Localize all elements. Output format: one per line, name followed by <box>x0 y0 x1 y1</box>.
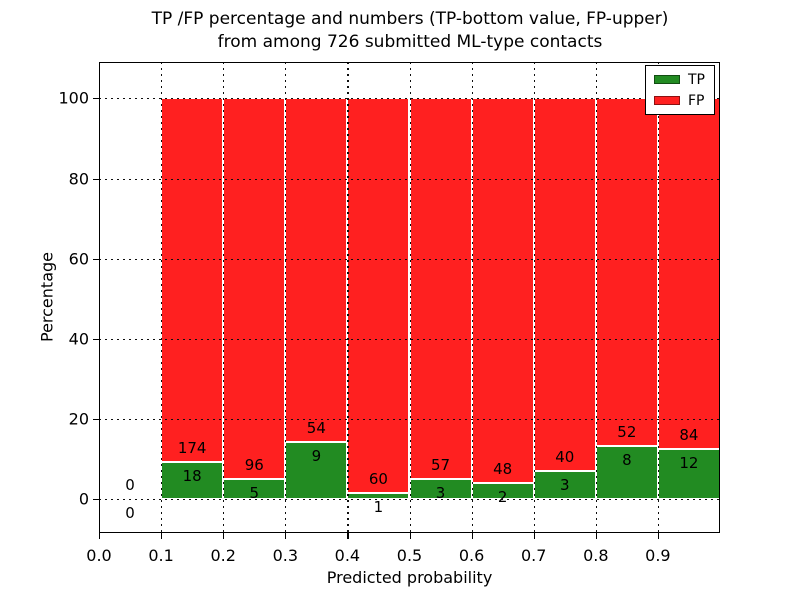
bar-segment-tp <box>595 445 658 500</box>
bar-count-fp: 52 <box>617 422 637 441</box>
bar-count-fp: 174 <box>177 438 207 457</box>
grid-line-vertical <box>471 62 473 533</box>
y-tick-mark <box>93 178 99 180</box>
y-tick-mark <box>93 98 99 100</box>
bar-count-tp: 3 <box>435 484 446 503</box>
y-tick-mark <box>93 338 99 341</box>
bar-segment-fp <box>409 98 472 480</box>
bar-count-tp: 5 <box>249 484 260 503</box>
y-tick-label: 80 <box>68 169 89 188</box>
x-tick-label: 0.5 <box>396 546 423 565</box>
grid-line-vertical <box>347 62 349 533</box>
chart-title: TP /FP percentage and numbers (TP-bottom… <box>99 8 721 54</box>
legend-label-fp: FP <box>688 92 705 109</box>
grid-line-vertical <box>595 62 597 533</box>
bar-count-tp: 18 <box>182 466 202 485</box>
x-tick-mark <box>347 533 349 539</box>
bar-count-fp: 96 <box>244 456 264 475</box>
x-tick-label: 0.0 <box>86 546 112 565</box>
x-tick-mark <box>285 533 287 539</box>
legend-item-tp: TP <box>654 72 714 88</box>
y-tick-label: 100 <box>58 88 89 108</box>
x-tick-mark <box>409 533 411 539</box>
grid-line-vertical <box>223 62 225 533</box>
y-tick-label: 60 <box>68 249 89 269</box>
y-tick-mark <box>93 258 99 260</box>
bar-segment-fp <box>595 98 658 446</box>
legend-label-tp: TP <box>688 71 705 88</box>
bar-count-tp: 3 <box>559 476 570 495</box>
x-tick-mark <box>657 533 660 539</box>
x-tick-label: 0.2 <box>210 546 236 565</box>
bar-segment-fp <box>657 98 720 450</box>
x-tick-mark <box>223 533 225 539</box>
bar-count-fp: 57 <box>431 456 451 475</box>
bar-count-tp: 9 <box>311 447 322 465</box>
legend-swatch-tp <box>654 75 680 84</box>
y-axis-label: Percentage <box>37 251 57 343</box>
bar-count-fp: 40 <box>555 448 575 467</box>
bar-count-fp: 54 <box>306 419 326 437</box>
chart-title-line2: from among 726 submitted ML-type contact… <box>217 32 603 52</box>
y-tick-label: 0 <box>78 489 89 509</box>
bar-count-tp: 2 <box>497 488 508 507</box>
bar-count-fp: 84 <box>679 426 699 445</box>
grid-line-vertical <box>409 62 411 533</box>
bar-segment-fp <box>347 98 410 493</box>
bar-segment-fp <box>161 98 224 462</box>
chart-title-line1: TP /FP percentage and numbers (TP-bottom… <box>151 9 669 29</box>
bar-count-tp: 12 <box>679 454 699 473</box>
x-tick-label: 0.1 <box>148 546 174 565</box>
grid-line-vertical <box>285 62 287 533</box>
x-tick-mark <box>595 533 597 539</box>
bar-count-tp: 0 <box>125 504 135 523</box>
bar-count-fp: 48 <box>493 460 513 479</box>
bar-count-tp: 1 <box>373 497 384 516</box>
x-tick-label: 0.6 <box>458 546 485 565</box>
y-tick-label: 20 <box>68 409 89 429</box>
x-tick-mark <box>471 533 473 539</box>
bar-segment-fp <box>285 98 348 442</box>
legend-item-fp: FP <box>654 93 714 109</box>
bar-segment-fp <box>471 98 534 484</box>
bar-segment-fp <box>223 98 286 480</box>
x-tick-mark <box>533 533 535 539</box>
bar-count-tp: 8 <box>622 450 632 469</box>
legend: TP FP <box>645 65 715 115</box>
x-tick-label: 0.4 <box>334 546 361 565</box>
x-tick-label: 0.7 <box>520 546 547 565</box>
legend-swatch-fp <box>654 96 680 105</box>
y-tick-mark <box>93 419 99 421</box>
grid-line-vertical <box>657 62 660 533</box>
bar-count-fp: 60 <box>368 469 388 488</box>
x-tick-label: 0.9 <box>645 546 671 565</box>
x-tick-mark <box>161 533 163 539</box>
grid-line-vertical <box>161 62 163 533</box>
x-tick-mark <box>99 533 101 539</box>
x-axis-label: Predicted probability <box>326 568 493 587</box>
x-tick-label: 0.8 <box>583 546 609 565</box>
x-tick-label: 0.3 <box>272 546 299 565</box>
y-tick-mark <box>93 499 99 501</box>
bar-segment-fp <box>533 98 596 472</box>
grid-line-vertical <box>533 62 535 533</box>
y-tick-label: 40 <box>68 329 89 349</box>
bar-count-fp: 0 <box>125 476 135 495</box>
